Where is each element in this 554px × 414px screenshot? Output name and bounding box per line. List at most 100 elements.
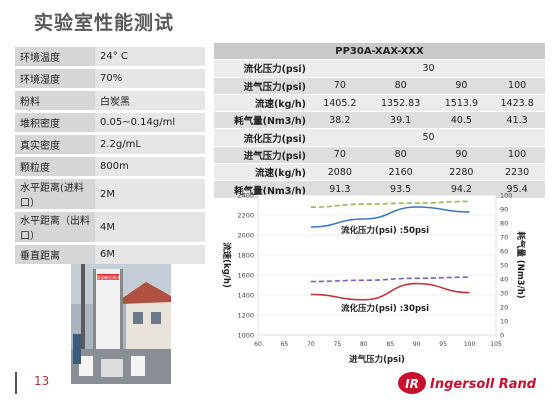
spec-key: 水平距离(进料口） <box>15 179 95 209</box>
lab-test-photo: 管道输送测试 <box>71 264 171 384</box>
fluid-pressure-value: 50 <box>312 128 545 147</box>
x-tick-label: 65 <box>281 341 289 348</box>
y-tick-label: 1000 <box>237 332 254 340</box>
spec-row: 堆积密度 0.05~0.14g/ml <box>15 113 205 132</box>
spec-row: 水平距离（出料口） 4M <box>15 212 205 242</box>
table-cell: 80 <box>367 146 434 165</box>
x-axis-label: 进气压力(psi) <box>349 354 405 365</box>
table-row: 流化压力(psi) 30 <box>214 59 545 78</box>
y2-tick-label: 100 <box>500 192 512 200</box>
table-row: 流速(kg/h) 2080 2160 2280 2230 <box>214 163 545 182</box>
logo-text: Ingersoll Rand <box>430 377 537 392</box>
table-cell: 1423.8 <box>489 94 545 113</box>
table-header-row: PP30A-XAX-XXX <box>214 43 545 61</box>
spec-key: 水平距离（出料口） <box>15 212 95 242</box>
performance-data-table: PP30A-XAX-XXX 流化压力(psi) 30 进气压力(psi) 70 80 90 1… <box>214 43 545 199</box>
table-cell: 95.4 <box>489 180 545 199</box>
table-cell: 1405.2 <box>312 94 368 113</box>
y2-tick-label: 30 <box>500 290 508 298</box>
spec-row: 水平距离(进料口） 2M <box>15 179 205 209</box>
y-tick-label: 1800 <box>237 252 254 260</box>
y-tick-label: 2400 <box>237 192 254 200</box>
photo-sign-text: 管道输送测试 <box>96 274 120 280</box>
table-cell: 70 <box>312 77 368 95</box>
x-tick-label: 80 <box>360 341 368 348</box>
spec-key: 粉料 <box>15 91 95 110</box>
spec-row: 粉料 白炭黑 <box>15 91 205 110</box>
table-cell: 41.3 <box>489 111 545 130</box>
spec-row: 环境温度 24° C <box>15 47 205 66</box>
spec-key: 环境湿度 <box>15 69 95 88</box>
annotation-50psi: 流化压力(psi) :50psi <box>341 225 429 236</box>
series-line-2 <box>310 282 470 301</box>
page-number: 13 <box>34 374 50 388</box>
x-tick-label: 75 <box>334 341 342 348</box>
table-cell: 40.5 <box>433 111 490 130</box>
spec-value: 4M <box>95 212 205 242</box>
y-tick-label: 2200 <box>237 212 254 220</box>
x-tick-label: 100 <box>464 341 476 348</box>
y-tick-label: 1200 <box>237 312 254 320</box>
row-label: 流速(kg/h) <box>214 163 312 182</box>
table-cell: 100 <box>489 146 545 165</box>
series-line-3 <box>310 276 470 283</box>
svg-text:IR: IR <box>405 377 419 391</box>
y2-tick-label: 0 <box>500 332 504 340</box>
table-row: 进气压力(psi) 70 80 90 100 <box>214 146 545 165</box>
x-tick-label: 60 <box>254 341 262 348</box>
row-label: 流化压力(psi) <box>214 128 312 147</box>
row-label: 流化压力(psi) <box>214 59 312 78</box>
spec-value: 800m <box>95 157 205 176</box>
series-line-1 <box>310 200 470 208</box>
y2-tick-label: 90 <box>500 206 508 214</box>
spec-key: 真实密度 <box>15 135 95 154</box>
y-tick-label: 2000 <box>237 232 254 240</box>
row-label: 流速(kg/h) <box>214 94 312 113</box>
spec-value: 6M <box>95 245 205 264</box>
table-cell: 39.1 <box>367 111 434 130</box>
spec-key: 堆积密度 <box>15 113 95 132</box>
spec-row: 真实密度 2.2g/mL <box>15 135 205 154</box>
table-row: 流化压力(psi) 50 <box>214 128 545 147</box>
y2-tick-label: 60 <box>500 248 508 256</box>
spec-row: 环境湿度 70% <box>15 69 205 88</box>
slide-title: 实验室性能测试 <box>34 12 175 34</box>
table-row: 流速(kg/h) 1405.2 1352.83 1513.9 1423.8 <box>214 94 545 113</box>
y2-tick-label: 20 <box>500 304 508 312</box>
table-cell: 100 <box>489 77 545 95</box>
table-cell: 38.2 <box>312 111 368 130</box>
ir-mark-icon <box>398 372 426 394</box>
spec-value: 0.05~0.14g/ml <box>95 113 205 132</box>
y2-tick-label: 40 <box>500 276 508 284</box>
x-tick-label: 105 <box>490 341 502 348</box>
series-line-0 <box>310 206 470 228</box>
table-row: 进气压力(psi) 70 80 90 100 <box>214 77 545 95</box>
spec-value: 24° C <box>95 47 205 66</box>
spec-value: 白炭黑 <box>95 91 205 110</box>
table-cell: 90 <box>433 77 490 95</box>
y-tick-label: 1400 <box>237 292 254 300</box>
table-cell: 80 <box>367 77 434 95</box>
annotation-30psi: 流化压力(psi) :30psi <box>341 303 429 314</box>
fluid-pressure-value: 30 <box>312 59 545 78</box>
table-cell: 70 <box>312 146 368 165</box>
row-label: 进气压力(psi) <box>214 146 312 165</box>
x-tick-label: 90 <box>413 341 421 348</box>
test-conditions-table: 环境温度 24° C 环境湿度 70% 粉料 白炭黑 堆积密度 0.05~0.14g/ml 真实… <box>15 44 205 267</box>
y2-tick-label: 80 <box>500 220 508 228</box>
model-name: PP30A-XAX-XXX <box>214 43 545 61</box>
y-axis-label: 流速(kg/h) <box>221 242 232 288</box>
spec-value: 2.2g/mL <box>95 135 205 154</box>
row-label: 耗气量(Nm3/h) <box>214 111 312 130</box>
spec-value: 2M <box>95 179 205 209</box>
spec-row: 颗粒度 800m <box>15 157 205 176</box>
x-tick-label: 85 <box>386 341 394 348</box>
page-marker-bar <box>15 372 17 394</box>
spec-row: 垂直距离 6M <box>15 245 205 264</box>
y2-tick-label: 10 <box>500 318 508 326</box>
table-cell: 1513.9 <box>433 94 490 113</box>
table-cell: 2230 <box>489 163 545 182</box>
spec-key: 颗粒度 <box>15 157 95 176</box>
table-cell: 2280 <box>433 163 490 182</box>
y-tick-label: 1600 <box>237 272 254 280</box>
